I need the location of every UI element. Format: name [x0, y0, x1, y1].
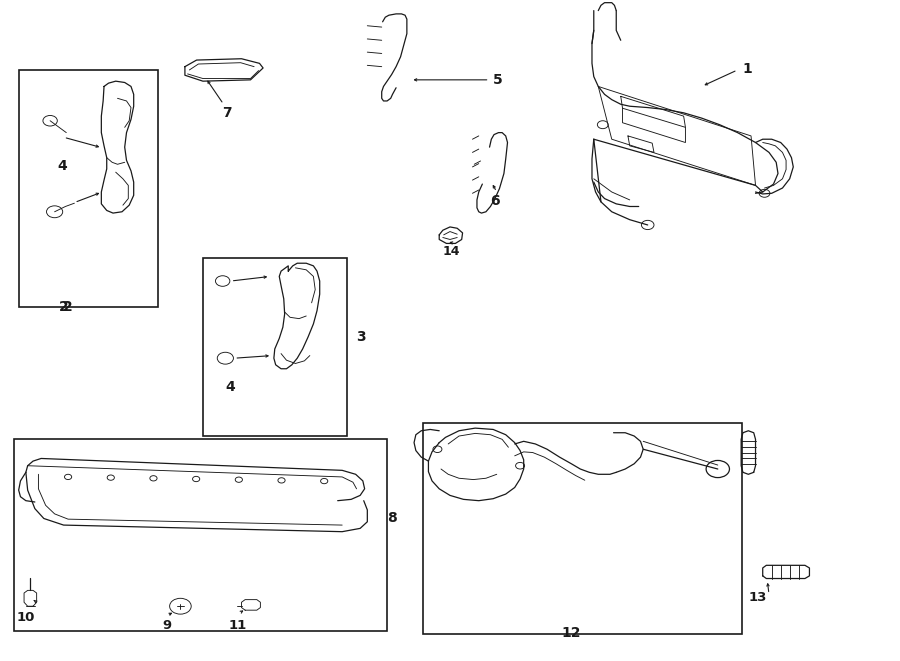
- Text: 7: 7: [222, 106, 232, 120]
- Text: 8: 8: [387, 512, 397, 525]
- Bar: [19, 70, 158, 307]
- Text: 11: 11: [229, 619, 248, 633]
- Text: 4: 4: [225, 379, 235, 393]
- Text: 3: 3: [356, 330, 365, 344]
- Bar: [202, 258, 346, 436]
- Text: 12: 12: [562, 625, 581, 640]
- Text: 14: 14: [443, 245, 461, 258]
- Text: 10: 10: [17, 611, 35, 624]
- Text: 1: 1: [742, 61, 751, 75]
- Text: 13: 13: [748, 591, 767, 604]
- Text: 2: 2: [63, 300, 73, 315]
- Text: 6: 6: [491, 194, 500, 208]
- Text: 5: 5: [493, 73, 503, 87]
- Text: 2: 2: [58, 300, 68, 315]
- Text: 4: 4: [57, 159, 67, 173]
- Text: 9: 9: [162, 619, 172, 632]
- Bar: [423, 423, 742, 634]
- Bar: [14, 440, 387, 631]
